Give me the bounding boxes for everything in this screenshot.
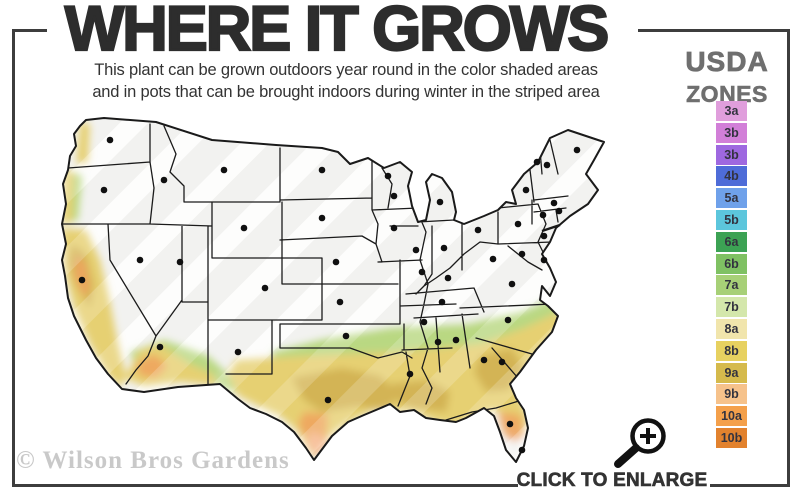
zone-chip-8a: 8a <box>716 318 747 339</box>
zone-label: 4b <box>724 169 739 184</box>
zone-chip-10a: 10a <box>716 406 747 427</box>
frame-top-right <box>638 29 790 32</box>
zone-label: 5b <box>724 212 739 227</box>
striped-overlay-light <box>62 118 604 462</box>
zone-label: 6b <box>724 256 739 271</box>
frame-bottom-left <box>12 484 518 487</box>
usda-heading-line1: USDA <box>685 46 769 78</box>
zone-chip-6b: 6b <box>716 253 747 274</box>
click-to-enlarge-button[interactable]: CLICK TO ENLARGE <box>516 470 708 492</box>
zone-label: 3b <box>724 147 739 162</box>
zone-label: 9b <box>724 387 739 402</box>
state-dots <box>78 136 581 454</box>
zone-chip-9b: 9b <box>716 384 747 405</box>
zone-chip-5b: 5b <box>716 209 747 230</box>
zone-label: 3b <box>724 125 739 140</box>
frame-top-left <box>12 29 47 32</box>
frame-bottom-right <box>710 484 790 487</box>
zone-chip-3b2: 3b <box>716 144 747 165</box>
zone-chip-10b: 10b <box>716 427 747 448</box>
map-fill-layers <box>62 118 604 462</box>
zone-chip-8b: 8b <box>716 340 747 361</box>
zone-label: 7b <box>724 300 739 315</box>
zone-chip-5a: 5a <box>716 188 747 209</box>
subtitle: This plant can be grown outdoors year ro… <box>40 60 652 104</box>
zone-label: 3a <box>724 104 739 118</box>
usda-zones-heading: USDA ZONES <box>663 46 791 108</box>
us-hardiness-map <box>61 117 605 463</box>
page-title: WHERE IT GROWS <box>64 0 611 64</box>
watermark: © Wilson Bros Gardens <box>16 447 290 474</box>
subtitle-line1: This plant can be grown outdoors year ro… <box>94 61 598 79</box>
frame-left <box>12 29 15 487</box>
zone-label: 5a <box>724 191 739 206</box>
zone-chip-7b: 7b <box>716 297 747 318</box>
zone-chip-4b: 4b <box>716 166 747 187</box>
frame-right <box>787 29 790 487</box>
zone-chip-7a: 7a <box>716 275 747 296</box>
us-outline <box>61 117 605 463</box>
long-island <box>541 223 561 233</box>
zone-label: 6a <box>724 234 739 249</box>
zone-chip-3a: 3a <box>716 101 747 121</box>
zone-chip-6a: 6a <box>716 231 747 252</box>
zone-label: 8b <box>724 343 739 358</box>
zone-label: 7a <box>724 278 739 293</box>
zone-label: 10a <box>721 409 742 424</box>
zone-label: 8a <box>724 321 739 336</box>
zone-chip-3b: 3b <box>716 122 747 143</box>
zone-label: 10b <box>720 430 743 445</box>
magnifier-plus-icon[interactable] <box>604 410 666 470</box>
zone-legend: 3a 3b 3b 4b 5a 5b 6a 6b 7a 7b 8a 8b 9a 9… <box>716 101 747 450</box>
zone-chip-9a: 9a <box>716 362 747 383</box>
subtitle-line2: and in pots that can be brought indoors … <box>92 82 600 101</box>
zone-label: 9a <box>724 365 739 380</box>
